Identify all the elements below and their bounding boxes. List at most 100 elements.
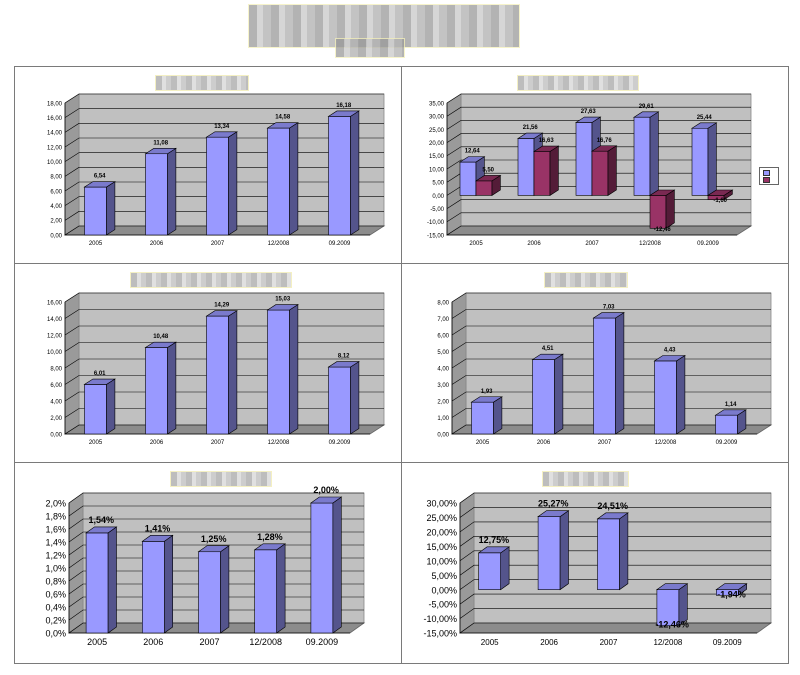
bar-top (648, 189, 676, 196)
bar-top (706, 189, 734, 196)
bar-front (145, 347, 168, 435)
data-label: 7,03 (603, 305, 615, 311)
bar-front (328, 366, 351, 435)
y-tick-label: 12,00 (47, 333, 63, 339)
blurred-chart-title (542, 471, 629, 487)
bar-side (559, 510, 569, 591)
bar-top (144, 148, 177, 155)
data-label: 6,01 (94, 371, 106, 377)
y-tick-label: 10,00 (47, 350, 63, 356)
data-label: 1,25% (201, 534, 227, 544)
data-label: 27,63 (581, 109, 597, 115)
gridline (459, 564, 771, 576)
data-label: 1,41% (145, 523, 171, 533)
bar-top (537, 510, 570, 517)
gridline (64, 93, 384, 104)
x-tick-label: 2005 (476, 440, 490, 446)
y-tick-label: 1,2% (45, 551, 66, 561)
y-tick-label: -5,00 (430, 207, 444, 213)
y-tick-label: 2,00 (50, 416, 62, 422)
legend-swatch-series-1 (763, 170, 770, 176)
chart-side-wall (64, 93, 80, 236)
blurred-chart-title (544, 272, 628, 288)
bar-front (206, 315, 229, 435)
bar-top (574, 116, 602, 123)
gridline (446, 106, 751, 117)
y-tick-label: 3,00 (437, 383, 449, 389)
bar-side (549, 145, 559, 196)
data-label: -1,94% (717, 589, 746, 599)
bar-front (593, 317, 616, 435)
x-tick-label: 09.2009 (306, 637, 339, 647)
x-tick-label: 12/2008 (655, 440, 677, 446)
blurred-header-sub (335, 38, 405, 58)
gridline (459, 550, 771, 562)
y-tick-label: 5,00 (437, 350, 449, 356)
bar-front (85, 532, 109, 634)
y-tick-label: 20,00 (429, 141, 445, 147)
y-tick-label: 30,00 (429, 115, 445, 121)
gridline (459, 492, 771, 504)
y-tick-label: 1,0% (45, 564, 66, 574)
data-label: 14,29 (214, 303, 230, 309)
bar-front (267, 309, 290, 435)
data-label: 11,08 (153, 140, 168, 146)
bar-side (665, 189, 675, 229)
gridline (451, 292, 771, 303)
y-tick-label: 0,8% (45, 577, 66, 587)
bar-side (554, 353, 564, 435)
gridline (68, 531, 364, 543)
bar-side (607, 145, 617, 196)
bar-front (198, 551, 221, 634)
bar-top (592, 312, 625, 319)
bar-side (167, 147, 177, 236)
y-tick-label: 30,00% (426, 499, 457, 509)
x-tick-label: 12/2008 (268, 241, 290, 247)
blurred-chart-title (170, 471, 272, 487)
y-tick-label: 2,00 (50, 219, 62, 225)
bar-front (691, 127, 709, 196)
y-tick-label: 6,00 (50, 383, 62, 389)
gridline (451, 309, 771, 319)
bar-top (470, 396, 503, 403)
x-tick-label: 2005 (481, 638, 499, 647)
bar-side (649, 111, 659, 196)
x-tick-label: 2006 (150, 440, 164, 446)
bar-side (167, 341, 177, 435)
x-tick-label: 2007 (600, 638, 618, 647)
bar-top (516, 132, 544, 139)
bar-side (289, 122, 299, 236)
y-tick-label: -15,00% (423, 629, 457, 639)
data-label: 4,43 (664, 348, 676, 354)
y-tick-label: 0,6% (45, 590, 66, 600)
bar-side (276, 543, 286, 634)
x-tick-label: 12/2008 (653, 638, 682, 647)
bar-front (591, 150, 609, 196)
x-tick-label: 2006 (540, 638, 558, 647)
chart-svg-6: -15,00% -10,00% -5,00% 0,00% 5,00% 10,00% 15,0… (423, 492, 773, 647)
bar-top (144, 341, 177, 348)
bar-top (458, 156, 486, 163)
bar-top (327, 361, 360, 368)
data-label: -12,46 (654, 227, 672, 233)
y-tick-label: 0,00% (431, 585, 457, 595)
y-tick-label: 0,00 (50, 432, 62, 438)
bar-front (575, 122, 593, 196)
x-tick-label: 12/2008 (249, 637, 282, 647)
bar-front (267, 127, 290, 236)
bar-front (206, 136, 229, 236)
bar-side (164, 534, 173, 634)
chart-svg-3: 0,00 2,00 4,00 6,00 8,00 10,00 12,00 14,00 16,00… (47, 292, 386, 446)
bar-side (228, 131, 238, 236)
bar-front (84, 186, 107, 236)
bar-top (141, 535, 174, 542)
chart-floor (445, 225, 753, 236)
y-tick-label: 25,00% (426, 513, 457, 523)
bar-top (715, 583, 748, 590)
bar-front (145, 153, 168, 236)
data-label: 29,61 (639, 104, 655, 110)
data-label: 12,75% (479, 535, 510, 545)
y-tick-label: 16,00 (47, 300, 63, 306)
bar-top (83, 181, 116, 188)
bar-top (253, 543, 287, 551)
